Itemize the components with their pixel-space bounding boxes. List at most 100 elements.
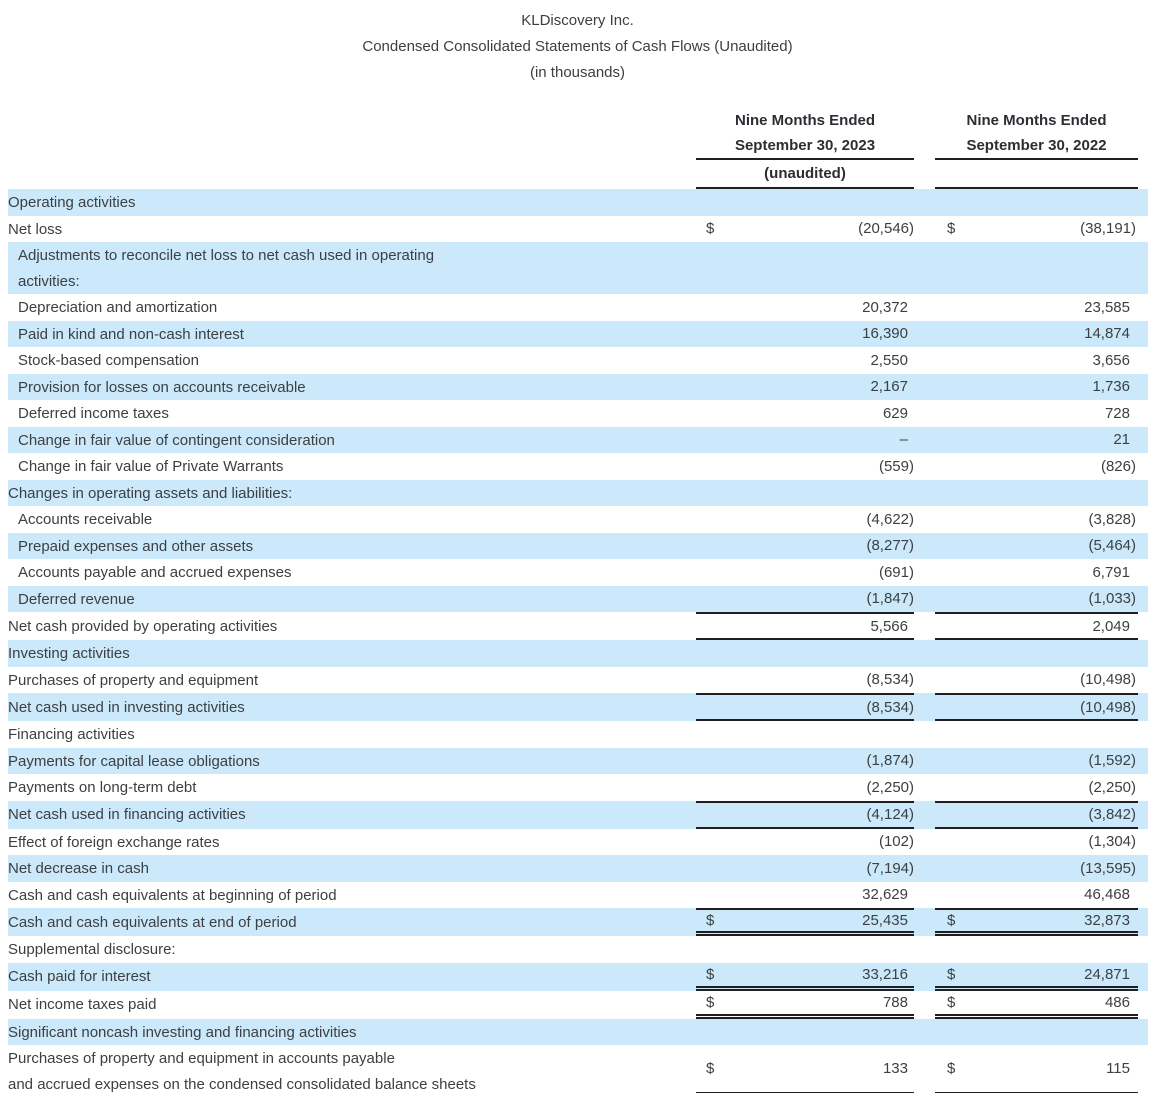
- value-col-2022: [935, 242, 1138, 294]
- value-col-2022: (2,250): [935, 774, 1138, 801]
- amount-2023: (1,847): [866, 590, 914, 608]
- value-col-2023: [696, 1019, 914, 1046]
- value-col-2023: (691): [696, 559, 914, 586]
- dollar-sign: $: [706, 220, 715, 238]
- value-col-2023: 20,372: [696, 294, 914, 321]
- value-col-2022: 6,791: [935, 559, 1138, 586]
- column-gap: [914, 189, 935, 216]
- period-label: Nine Months Ended: [735, 112, 875, 129]
- dollar-sign: $: [706, 1060, 715, 1077]
- amount-2023: 788: [882, 993, 908, 1011]
- row-label: Cash and cash equivalents at end of peri…: [8, 913, 297, 931]
- value-col-2023: 629: [696, 400, 914, 427]
- table-row: Operating activities: [8, 189, 1148, 216]
- row-label: Net loss: [8, 220, 63, 238]
- column-gap: [914, 347, 935, 374]
- column-gap: [914, 480, 935, 507]
- value-col-2022: [935, 721, 1138, 748]
- row-label: Payments on long-term debt: [8, 779, 197, 796]
- row-label: Paid in kind and non-cash interest: [18, 325, 244, 343]
- table-row: Accounts payable and accrued expenses (6…: [8, 559, 1148, 586]
- value-col-2022: [935, 480, 1138, 507]
- value-col-2022: $ 486: [935, 991, 1138, 1019]
- row-label: Payments for capital lease obligations: [8, 752, 260, 770]
- amount-2022: 2,049: [1092, 617, 1130, 635]
- amount-2023: (20,546): [858, 220, 914, 238]
- amount-2023: (8,534): [866, 671, 914, 689]
- dollar-sign: $: [947, 912, 956, 929]
- column-gap: [914, 936, 935, 963]
- amount-2022: 6,791: [1092, 563, 1130, 581]
- column-gap: [914, 216, 935, 243]
- value-col-2023: (4,622): [696, 506, 914, 533]
- row-label: Net income taxes paid: [8, 996, 157, 1014]
- value-col-2023: (7,194): [696, 855, 914, 882]
- value-col-2022: $ 32,873: [935, 908, 1138, 936]
- amount-2023: 5,566: [870, 617, 908, 635]
- value-col-2023: (8,534): [696, 667, 914, 694]
- column-gap: [914, 586, 935, 613]
- amount-2022: (826): [1100, 457, 1136, 475]
- row-label: Effect of foreign exchange rates: [8, 833, 220, 851]
- row-label: Accounts payable and accrued expenses: [18, 564, 292, 581]
- amount-2022: 23,585: [1084, 298, 1130, 316]
- table-row: Paid in kind and non-cash interest 16,39…: [8, 320, 1148, 348]
- table-row: Changes in operating assets and liabilit…: [8, 479, 1148, 507]
- row-label: Net cash provided by operating activitie…: [8, 617, 278, 635]
- table-row: Investing activities: [8, 640, 1148, 667]
- amount-2022: 486: [1104, 993, 1130, 1011]
- value-col-2022: (1,304): [935, 829, 1138, 856]
- row-label: Deferred revenue: [18, 590, 135, 608]
- value-col-2022: [935, 640, 1138, 667]
- value-col-2022: $ (38,191): [935, 216, 1138, 243]
- column-gap: [914, 721, 935, 748]
- value-col-2022: 46,468: [935, 882, 1138, 909]
- table-row: Net income taxes paid $ 788 $ 486: [8, 991, 1148, 1019]
- amount-2023: (691): [878, 563, 914, 581]
- dollar-sign: $: [947, 965, 956, 983]
- cash-flow-statement: Nine Months Ended September 30, 2023 (un…: [8, 108, 1148, 1093]
- amount-2023: (2,250): [866, 778, 914, 796]
- amount-2023: (559): [878, 457, 914, 475]
- amount-2022: (38,191): [1080, 220, 1136, 238]
- value-col-2022: 2,049: [935, 612, 1138, 640]
- value-col-2022: 728: [935, 400, 1138, 427]
- column-gap: [914, 829, 935, 856]
- table-row: Purchases of property and equipment in a…: [8, 1045, 1148, 1093]
- dollar-sign: $: [947, 993, 956, 1011]
- company-name: KLDiscovery Inc.: [521, 12, 634, 29]
- amount-2022: 14,874: [1084, 325, 1130, 343]
- value-col-2022: [935, 1019, 1138, 1046]
- table-row: Net loss $ (20,546) $ (38,191): [8, 216, 1148, 243]
- amount-2022: (3,842): [1088, 806, 1136, 823]
- table-row: Financing activities: [8, 721, 1148, 748]
- value-col-2023: 16,390: [696, 321, 914, 348]
- amount-2023: (4,124): [866, 806, 914, 823]
- column-gap: [914, 801, 935, 829]
- table-row: Depreciation and amortization 20,372 23,…: [8, 294, 1148, 321]
- value-col-2023: (102): [696, 829, 914, 856]
- column-gap: [914, 748, 935, 775]
- row-label: Provision for losses on accounts receiva…: [18, 378, 306, 396]
- amount-2023: 2,550: [870, 351, 908, 369]
- document-header: KLDiscovery Inc. Condensed Consolidated …: [0, 0, 1155, 86]
- value-col-2023: $ 25,435: [696, 908, 914, 936]
- value-col-2023: (1,847): [696, 586, 914, 613]
- column-gap: [914, 374, 935, 401]
- column-gap: [914, 400, 935, 427]
- row-label: Depreciation and amortization: [18, 299, 218, 316]
- table-row: Deferred revenue (1,847) (1,033): [8, 585, 1148, 613]
- amount-2022: (3,828): [1088, 510, 1136, 528]
- column-gap: [914, 1019, 935, 1046]
- value-col-2022: [935, 189, 1138, 216]
- column-header-2023: Nine Months Ended September 30, 2023 (un…: [696, 108, 914, 189]
- amount-2023: 629: [882, 404, 908, 422]
- column-gap: [914, 294, 935, 321]
- table-row: Net cash provided by operating activitie…: [8, 612, 1148, 640]
- row-label: Investing activities: [8, 645, 130, 662]
- amount-2022: (1,033): [1088, 590, 1136, 608]
- amount-2022: (1,304): [1088, 833, 1136, 851]
- value-col-2022: (13,595): [935, 855, 1138, 882]
- row-label: Significant noncash investing and financ…: [8, 1023, 357, 1041]
- column-gap: [914, 774, 935, 801]
